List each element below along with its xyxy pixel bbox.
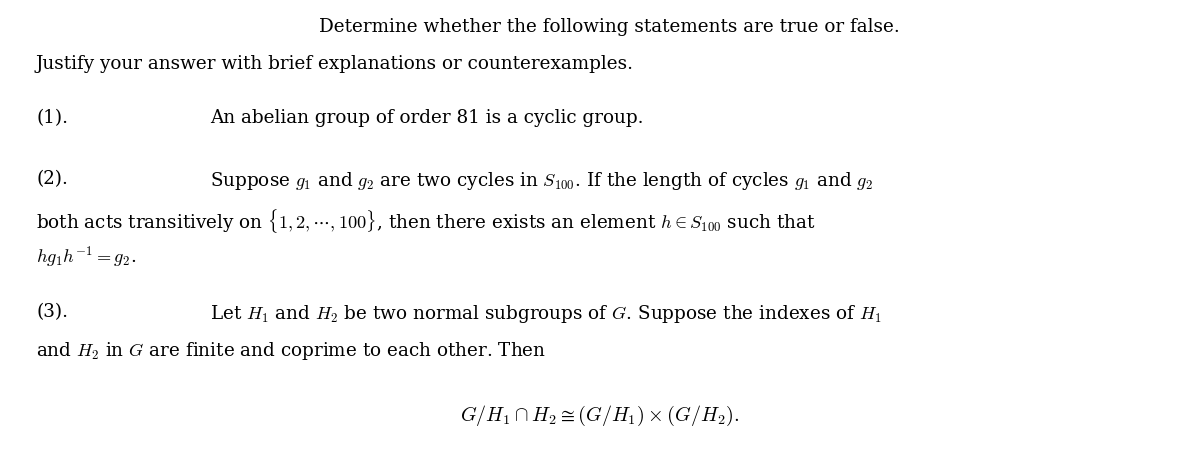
Text: Suppose $g_1$ and $g_2$ are two cycles in $S_{100}$. If the length of cycles $g_: Suppose $g_1$ and $g_2$ are two cycles i… xyxy=(210,170,874,192)
Text: both acts transitively on $\{1, 2, \cdots, 100\}$, then there exists an element : both acts transitively on $\{1, 2, \cdot… xyxy=(36,207,816,235)
Text: Determine whether the following statements are true or false.: Determine whether the following statemen… xyxy=(319,18,900,36)
Text: and $H_2$ in $G$ are finite and coprime to each other. Then: and $H_2$ in $G$ are finite and coprime … xyxy=(36,340,546,362)
Text: Let $H_1$ and $H_2$ be two normal subgroups of $G$. Suppose the indexes of $H_1$: Let $H_1$ and $H_2$ be two normal subgro… xyxy=(210,303,882,325)
Text: (2).: (2). xyxy=(36,170,68,188)
Text: $hg_1h^{-1} = g_2$.: $hg_1h^{-1} = g_2$. xyxy=(36,244,137,269)
Text: $G/H_1 \cap H_2 \cong (G/H_1) \times (G/H_2).$: $G/H_1 \cap H_2 \cong (G/H_1) \times (G/… xyxy=(461,404,739,428)
Text: (3).: (3). xyxy=(36,303,68,321)
Text: An abelian group of order 81 is a cyclic group.: An abelian group of order 81 is a cyclic… xyxy=(210,109,643,127)
Text: (1).: (1). xyxy=(36,109,68,127)
Text: Justify your answer with brief explanations or counterexamples.: Justify your answer with brief explanati… xyxy=(36,55,634,73)
